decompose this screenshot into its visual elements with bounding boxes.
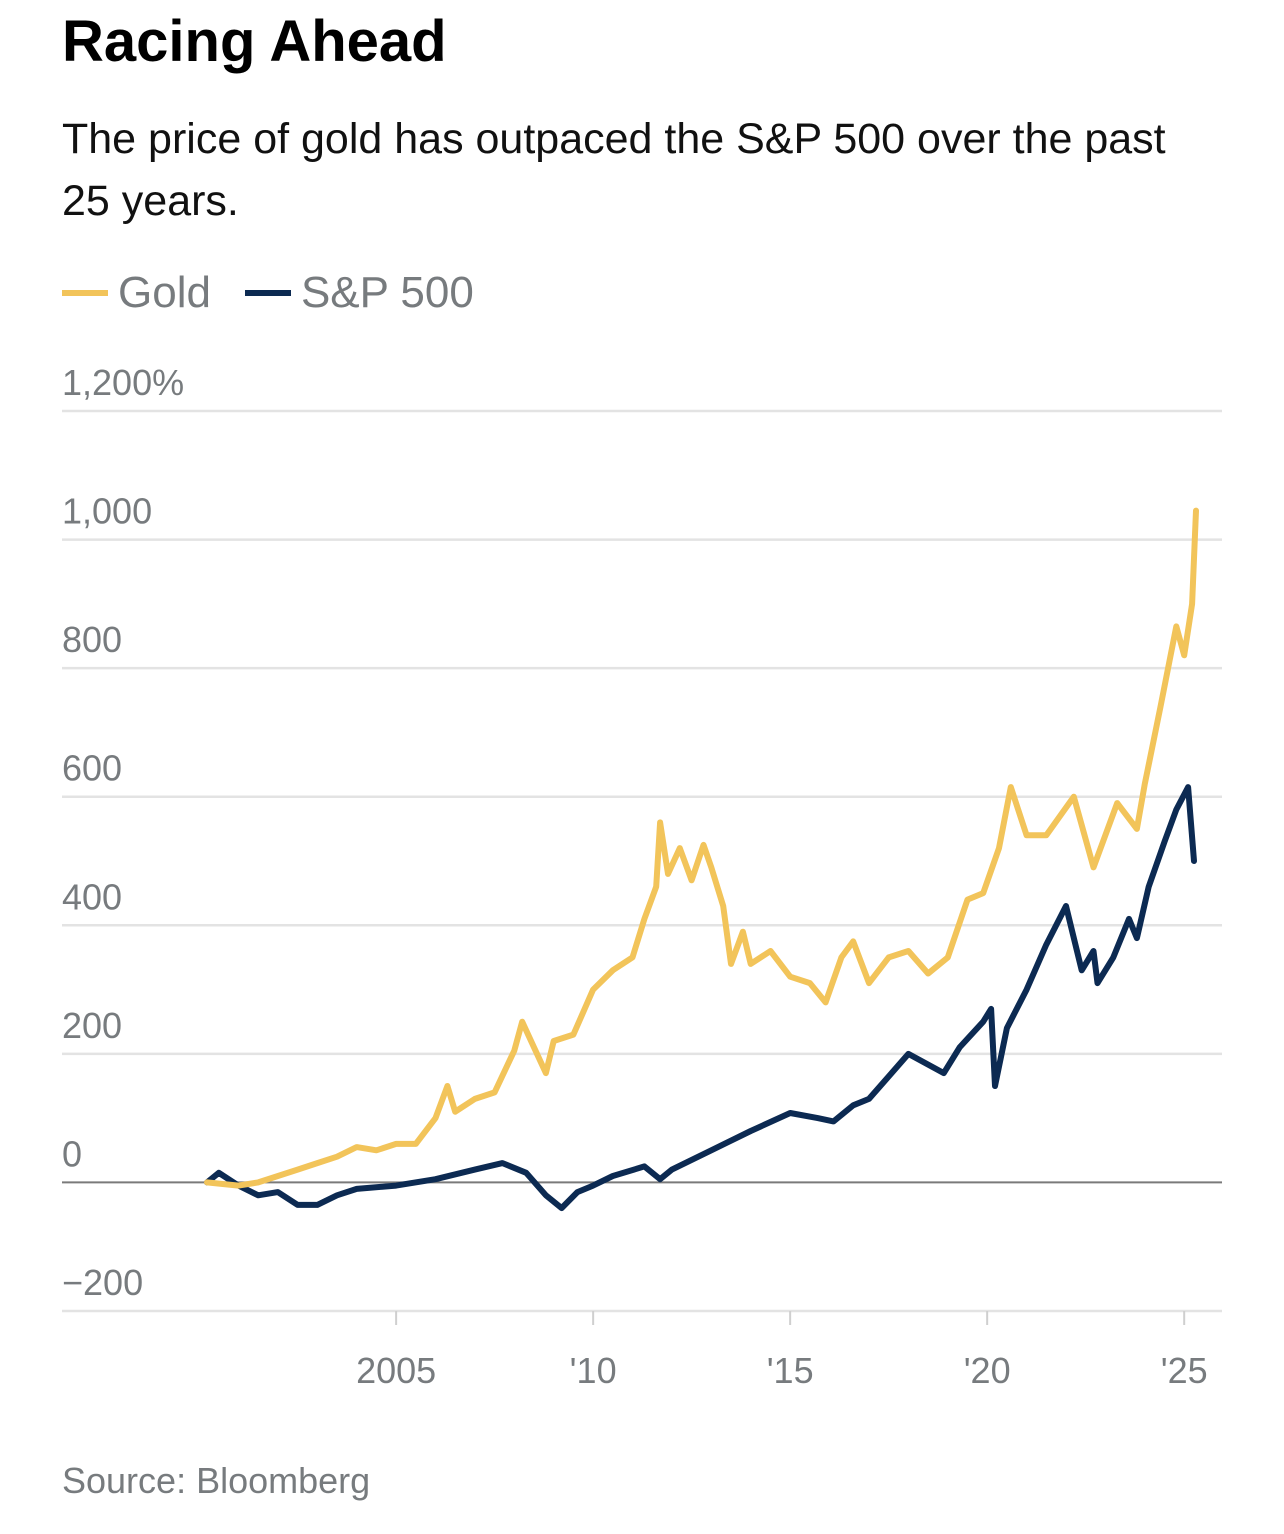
y-tick-label: −200 xyxy=(62,1262,143,1303)
y-tick-label: 1,000 xyxy=(62,491,152,532)
series-line xyxy=(204,784,1197,1212)
chart-title: Racing Ahead xyxy=(62,9,447,74)
legend-swatch xyxy=(62,290,108,296)
legend-label: Gold xyxy=(118,268,211,317)
x-tick-label: 2005 xyxy=(356,1350,436,1391)
x-tick-label: '15 xyxy=(767,1350,814,1391)
source: Source: Bloomberg xyxy=(62,1460,371,1501)
y-tick-label: 800 xyxy=(62,619,122,660)
legend-entry: S&P 500 xyxy=(244,268,474,318)
x-tick-label: '10 xyxy=(570,1350,617,1391)
y-tick-label: 600 xyxy=(62,748,122,789)
legend-entry: Gold xyxy=(62,268,211,318)
y-tick-label: 0 xyxy=(62,1133,82,1174)
y-tick-label: 200 xyxy=(62,1005,122,1046)
chart-subtitle: The price of gold has outpaced the S&P 5… xyxy=(62,115,1166,225)
x-tick-label: '20 xyxy=(964,1350,1011,1391)
y-tick-label: 1,200% xyxy=(62,362,184,403)
legend-label: S&P 500 xyxy=(300,268,474,317)
series-line xyxy=(204,507,1199,1189)
legend: Gold S&P 500 xyxy=(62,268,474,318)
x-tick-label: '25 xyxy=(1161,1350,1208,1391)
y-tick-label: 400 xyxy=(62,876,122,917)
legend-swatch xyxy=(244,290,291,296)
